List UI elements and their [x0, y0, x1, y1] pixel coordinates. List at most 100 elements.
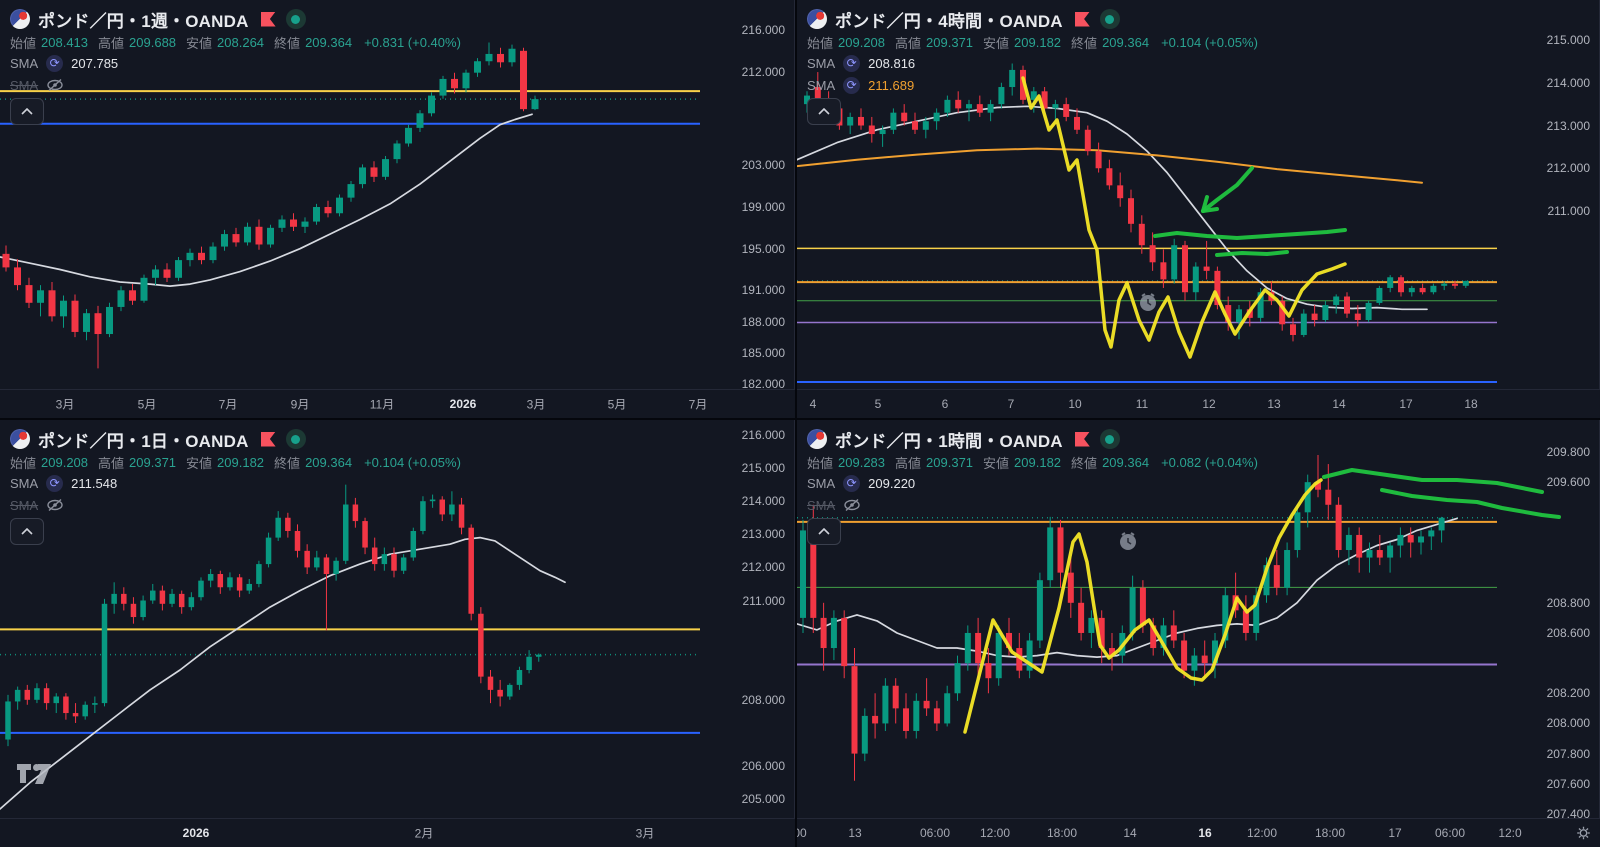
pane-1hour: 209.800 209.600 208.800 208.600 208.200 208.0… — [797, 420, 1600, 847]
sma-row-1[interactable]: SMA ⟳ 207.785 — [10, 54, 119, 72]
price-tick: 213.000 — [1546, 118, 1590, 133]
symbol-title-row[interactable]: ポンド／円・1週・OANDA — [10, 6, 461, 32]
sma-row-1[interactable]: SMA ⟳ 209.220 — [807, 474, 916, 492]
price-tick: 199.000 — [741, 200, 785, 214]
sma-sync-icon[interactable]: ⟳ — [46, 54, 64, 72]
time-tick: 14 — [1123, 826, 1137, 840]
collapse-legend-button[interactable] — [10, 98, 44, 125]
pane-weekly: 216.000 212.000 203.000 199.000 195.000 191.0… — [0, 0, 795, 418]
flag-bookmark-icon[interactable] — [1074, 11, 1090, 27]
4hour-chart-plot[interactable] — [797, 0, 1600, 390]
time-tick: 00 — [797, 826, 807, 840]
time-tick: 7 — [1007, 397, 1015, 411]
market-open-indicator-icon — [1099, 9, 1120, 29]
price-tick: 215.000 — [741, 461, 785, 476]
gbpjpy-flag-icon — [807, 9, 827, 29]
price-tick: 209.600 — [1546, 475, 1590, 490]
alarm-clock-icon[interactable] — [1120, 532, 1136, 550]
ohlc-row: 始値 209.283 高値 209.371 安値 209.182 終値 209.364 … — [807, 454, 1258, 471]
time-tick: 18:00 — [1314, 826, 1346, 840]
collapse-legend-button[interactable] — [807, 98, 841, 125]
sma-row-2-hidden[interactable]: SMA — [807, 494, 1258, 516]
weekly-time-axis[interactable]: 3月 5月 7月 9月 11月 2026 3月 5月 7月 — [0, 389, 795, 418]
price-tick: 211.000 — [1547, 204, 1591, 218]
sma-sync-icon[interactable]: ⟳ — [843, 54, 861, 72]
price-tick: 203.000 — [741, 158, 785, 173]
time-tick: 5月 — [137, 397, 157, 412]
weekly-chart-plot[interactable] — [0, 0, 795, 390]
symbol-title-row[interactable]: ポンド／円・4時間・OANDA — [807, 6, 1258, 32]
eye-off-icon[interactable] — [46, 498, 64, 512]
eye-off-icon[interactable] — [843, 498, 861, 512]
price-tick: 208.200 — [1546, 686, 1590, 701]
daily-chart-plot[interactable] — [0, 420, 795, 818]
flag-bookmark-icon[interactable] — [1074, 431, 1090, 447]
sma-row-1[interactable]: SMA ⟳ 208.816 — [807, 54, 916, 72]
time-tick: 3月 — [635, 826, 655, 841]
chart-title: ポンド／円・1時間・OANDA — [835, 431, 1063, 451]
sma-row-2-hidden[interactable]: SMA — [10, 74, 461, 96]
time-tick: 13 — [848, 826, 862, 840]
market-open-indicator-icon — [285, 9, 306, 29]
daily-time-axis[interactable]: 2026 2月 3月 — [0, 818, 795, 847]
collapse-legend-button[interactable] — [807, 518, 841, 545]
sma-row-2-hidden[interactable]: SMA — [10, 494, 461, 516]
weekly-price-axis[interactable]: 216.000 212.000 203.000 199.000 195.000 191.0… — [742, 0, 795, 391]
price-tick: 211.000 — [742, 593, 786, 608]
time-tick: 12:00 — [1246, 826, 1278, 840]
collapse-legend-button[interactable] — [10, 518, 44, 545]
sma-sync-icon[interactable]: ⟳ — [46, 474, 64, 492]
daily-price-axis[interactable]: 216.000 215.000 214.000 213.000 212.000 211.0… — [742, 420, 795, 819]
price-tick: 206.000 — [741, 759, 785, 773]
4hour-time-axis[interactable]: 4 5 6 7 10 11 12 13 14 17 18 — [797, 389, 1600, 418]
sma-row-2[interactable]: SMA ⟳ 211.689 — [807, 76, 915, 94]
price-tick: 182.000 — [741, 377, 785, 391]
price-tick: 212.000 — [741, 560, 785, 575]
price-tick: 208.000 — [741, 692, 785, 707]
time-tick: 12 — [1202, 397, 1216, 411]
time-tick: 6 — [941, 397, 949, 411]
sma-row-1[interactable]: SMA ⟳ 211.548 — [10, 474, 118, 492]
time-tick: 2月 — [414, 826, 434, 841]
change-value: +0.104 (+0.05%) — [364, 454, 461, 470]
price-tick: 205.000 — [741, 792, 785, 807]
1hour-chart-plot[interactable] — [797, 420, 1600, 818]
symbol-title-row[interactable]: ポンド／円・1日・OANDA — [10, 426, 461, 452]
time-tick: 9月 — [290, 397, 310, 412]
1hour-time-axis[interactable]: 00 13 06:00 12:00 18:00 14 16 12:00 18:00 17 06:00… — [797, 818, 1600, 847]
time-tick: 5月 — [607, 397, 627, 412]
time-tick: 17 — [1388, 826, 1402, 840]
chart-title: ポンド／円・1週・OANDA — [38, 11, 249, 31]
price-tick: 216.000 — [741, 428, 785, 442]
price-tick: 215.000 — [1546, 33, 1590, 47]
time-tick: 4 — [809, 397, 817, 411]
ohlc-row: 始値 208.413 高値 209.688 安値 208.264 終値 209.364 … — [10, 34, 461, 51]
price-tick: 212.000 — [741, 64, 785, 79]
time-tick: 13 — [1267, 397, 1281, 411]
sma-sync-icon[interactable]: ⟳ — [843, 474, 861, 492]
1hour-legend: ポンド／円・1時間・OANDA 始値 209.283 高値 209.371 安値 20… — [807, 426, 1258, 516]
time-tick: 18:00 — [1046, 826, 1078, 840]
change-value: +0.104 (+0.05%) — [1161, 34, 1258, 50]
time-tick: 7月 — [218, 397, 238, 412]
sma-sync-icon[interactable]: ⟳ — [843, 76, 861, 94]
price-tick: 213.000 — [741, 527, 785, 542]
tradingview-logo[interactable] — [16, 763, 52, 785]
price-tick: 191.000 — [741, 283, 785, 298]
chart-title: ポンド／円・1日・OANDA — [38, 431, 249, 451]
time-tick: 2026 — [182, 826, 210, 840]
time-tick: 12:00 — [979, 826, 1011, 840]
market-open-indicator-icon — [1099, 429, 1120, 449]
timezone-settings-gear-icon[interactable] — [1576, 826, 1591, 841]
time-tick: 06:00 — [919, 826, 951, 840]
price-tick: 212.000 — [1546, 161, 1590, 176]
price-tick: 209.800 — [1546, 445, 1590, 459]
time-tick: 14 — [1332, 397, 1346, 411]
alarm-clock-icon[interactable] — [1140, 293, 1156, 311]
symbol-title-row[interactable]: ポンド／円・1時間・OANDA — [807, 426, 1258, 452]
eye-off-icon[interactable] — [46, 78, 64, 92]
flag-bookmark-icon[interactable] — [260, 11, 276, 27]
flag-bookmark-icon[interactable] — [260, 431, 276, 447]
price-tick: 214.000 — [741, 494, 785, 509]
